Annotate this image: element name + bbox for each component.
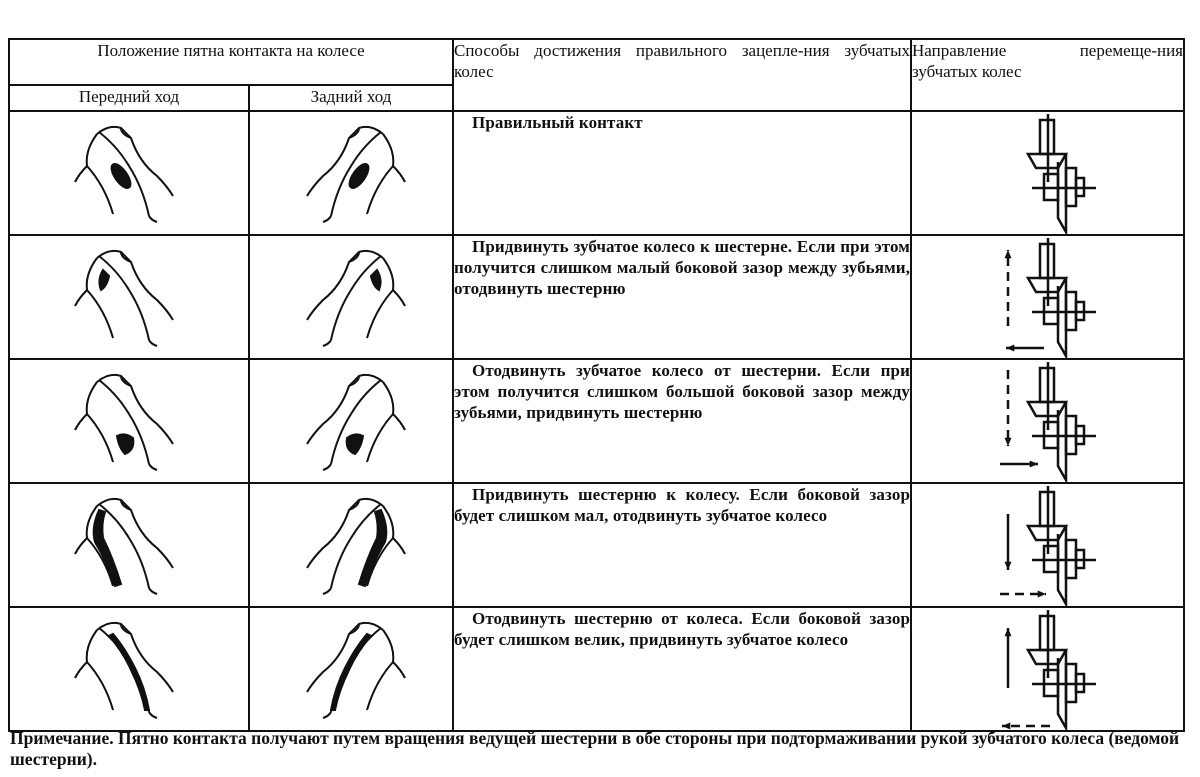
gear-movement-up-solid-left-dashed-icon <box>1002 610 1096 730</box>
forward-contact-cell <box>8 482 250 608</box>
tooth-forward-bottom-edge-icon <box>74 373 174 471</box>
forward-contact-cell <box>8 606 250 732</box>
method-text: Отодвинуть зубчатое колесо от шестерни. … <box>452 358 912 484</box>
header-forward: Передний ход <box>8 84 250 112</box>
gear-contact-table: Положение пятна контакта на колесе Спосо… <box>8 38 1185 732</box>
note-label: Примечание. <box>10 728 114 748</box>
reverse-contact-cell <box>248 606 454 732</box>
table-row: Придвинуть зубчатое колесо к шестерне. Е… <box>8 234 1185 360</box>
gear-movement-none-icon <box>1025 114 1096 234</box>
forward-contact-cell <box>8 234 250 360</box>
reverse-contact-cell <box>248 110 454 236</box>
reverse-contact-cell <box>248 358 454 484</box>
tooth-reverse-center-oval-icon <box>306 125 406 223</box>
header-reverse: Задний ход <box>248 84 454 112</box>
tooth-reverse-outer-flank-icon <box>306 497 406 595</box>
table-row: Придвинуть шестерню к колесу. Если боков… <box>8 482 1185 608</box>
table-row: Правильный контакт <box>8 110 1185 236</box>
note: Примечание. Пятно контакта получают путе… <box>10 728 1190 770</box>
reverse-contact-cell <box>248 234 454 360</box>
table-row: Отодвинуть шестерню от колеса. Если боко… <box>8 606 1185 732</box>
gear-movement-down-dashed-right-solid-icon <box>1000 362 1096 482</box>
header-methods: Способы достижения правильного зацепле-н… <box>452 38 912 112</box>
table-row: Отодвинуть зубчатое колесо от шестерни. … <box>8 358 1185 484</box>
reverse-contact-cell <box>248 482 454 608</box>
note-text: Пятно контакта получают путем вращения в… <box>10 728 1180 769</box>
direction-cell <box>910 358 1185 484</box>
header-direction: Направление перемеще-ния зубчатых колес <box>910 38 1185 112</box>
method-text: Правильный контакт <box>452 110 912 236</box>
tooth-reverse-top-edge-icon <box>306 249 406 347</box>
gear-movement-up-dashed-left-solid-icon <box>1004 238 1096 358</box>
tooth-forward-center-oval-icon <box>74 125 174 223</box>
method-text: Придвинуть зубчатое колесо к шестерне. Е… <box>452 234 912 360</box>
gear-movement-down-solid-right-dashed-icon <box>1000 486 1096 606</box>
direction-cell <box>910 606 1185 732</box>
method-text: Отодвинуть шестерню от колеса. Если боко… <box>452 606 912 732</box>
direction-cell <box>910 110 1185 236</box>
method-text: Придвинуть шестерню к колесу. Если боков… <box>452 482 912 608</box>
direction-cell <box>910 234 1185 360</box>
direction-cell <box>910 482 1185 608</box>
forward-contact-cell <box>8 110 250 236</box>
header-contact-position: Положение пятна контакта на колесе <box>8 38 454 86</box>
tooth-reverse-inner-flank-icon <box>306 621 406 719</box>
tooth-forward-outer-flank-icon <box>74 497 174 595</box>
tooth-forward-inner-flank-icon <box>74 621 174 719</box>
tooth-reverse-bottom-edge-icon <box>306 373 406 471</box>
forward-contact-cell <box>8 358 250 484</box>
tooth-forward-top-edge-icon <box>74 249 174 347</box>
